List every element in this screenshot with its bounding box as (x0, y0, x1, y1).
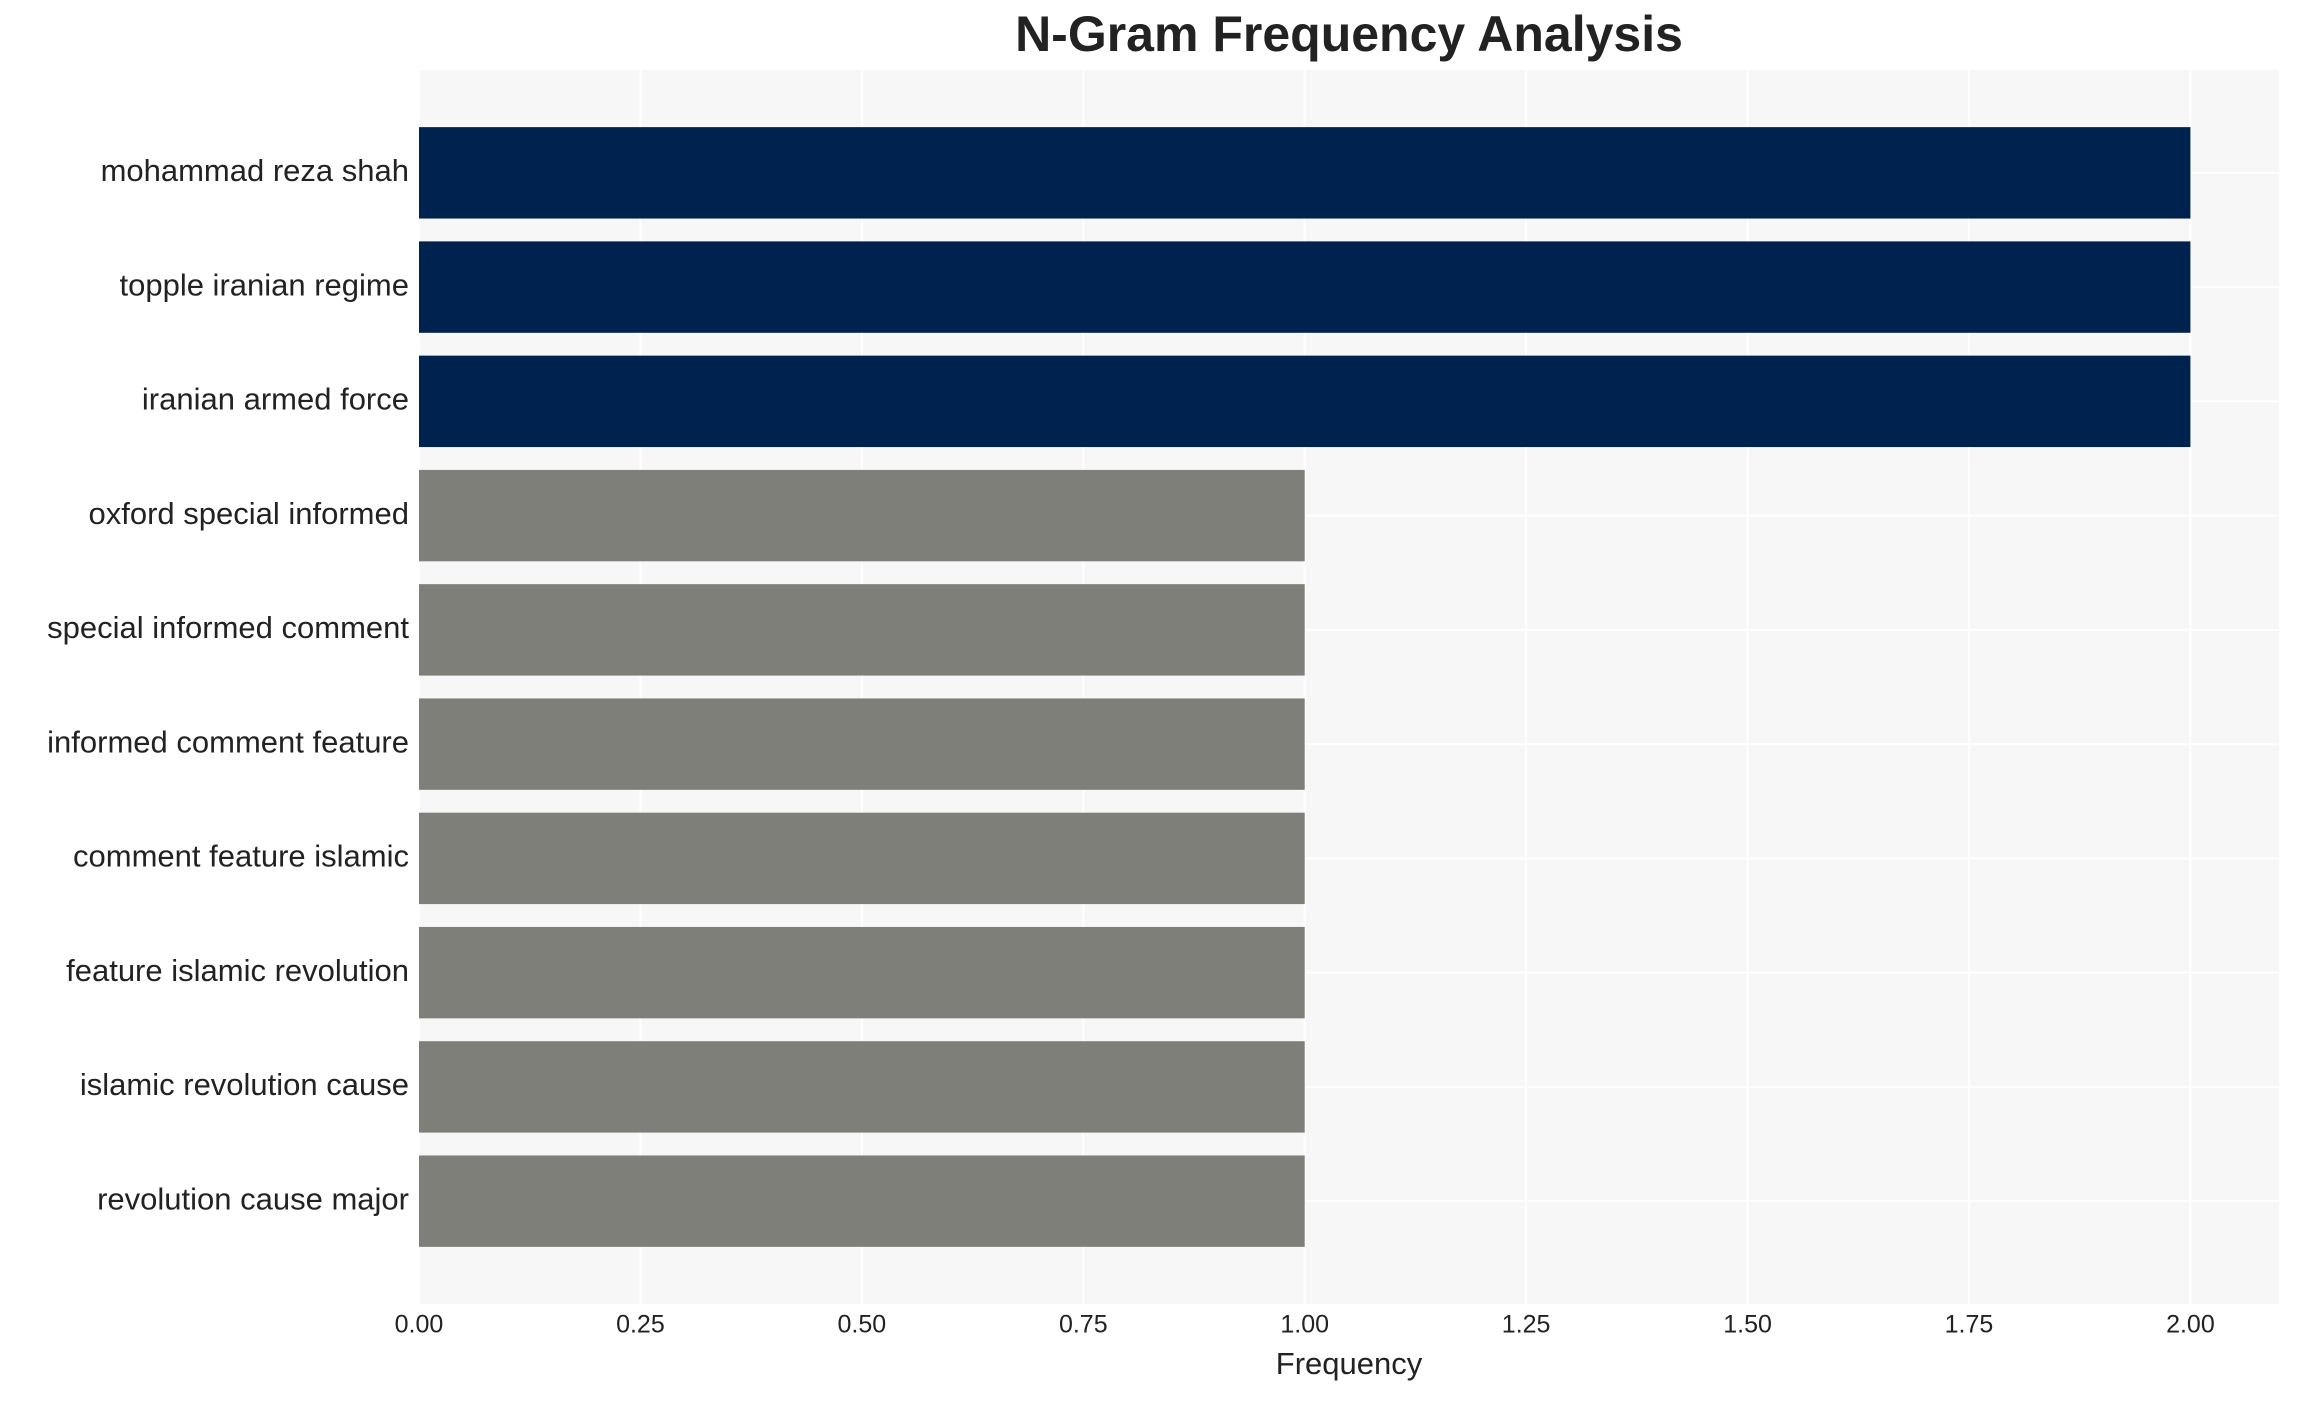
x-tick-label: 0.00 (395, 1311, 444, 1339)
y-tick-label: islamic revolution cause (80, 1067, 409, 1102)
x-tick-label: 1.00 (1280, 1311, 1329, 1339)
x-axis-label: Frequency (1276, 1346, 1423, 1381)
x-tick-label: 0.50 (838, 1311, 887, 1339)
y-tick-label: comment feature islamic (73, 839, 409, 874)
y-tick-label: informed comment feature (47, 724, 409, 759)
y-tick-label: revolution cause major (97, 1181, 409, 1216)
bar (419, 698, 1305, 790)
x-tick-label: 2.00 (2166, 1311, 2215, 1339)
bar (419, 127, 2191, 219)
y-tick-label: feature islamic revolution (66, 953, 409, 988)
y-tick-label: topple iranian regime (119, 267, 409, 302)
bar (419, 584, 1305, 676)
bar (419, 469, 1305, 562)
x-tick-label: 0.25 (616, 1311, 665, 1339)
x-tick-label: 1.75 (1945, 1311, 1994, 1339)
chart-title: N-Gram Frequency Analysis (1015, 6, 1683, 62)
bar (419, 241, 2191, 333)
x-tick-label: 1.50 (1723, 1311, 1772, 1339)
x-tick-label: 1.25 (1502, 1311, 1551, 1339)
bar (419, 812, 1305, 905)
y-tick-label: mohammad reza shah (101, 153, 409, 188)
bar (419, 1155, 1305, 1247)
bar (419, 926, 1305, 1019)
y-tick-label: iranian armed force (142, 382, 409, 417)
x-tick-label: 0.75 (1059, 1311, 1108, 1339)
bar (419, 355, 2191, 448)
y-tick-label: special informed comment (47, 610, 409, 645)
y-tick-label: oxford special informed (89, 496, 410, 531)
bar (419, 1041, 1305, 1133)
